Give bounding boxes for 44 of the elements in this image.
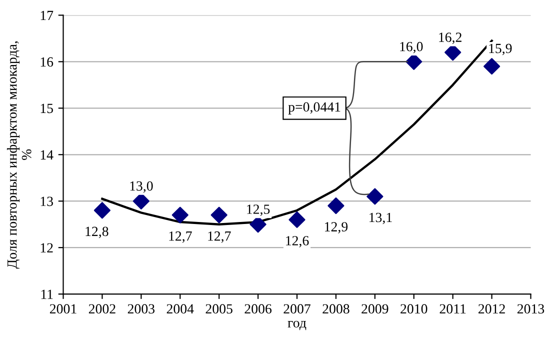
y-tick-label: 14	[40, 150, 54, 160]
x-tick-label: 2007	[284, 304, 310, 314]
data-label: 16,2	[439, 32, 462, 44]
data-label: 13,1	[370, 212, 392, 224]
x-tick-label: 2004	[166, 304, 194, 314]
point	[444, 44, 462, 61]
y-tick-label: 11	[41, 290, 53, 299]
data-label: 12,9	[325, 222, 348, 234]
point	[288, 211, 306, 228]
y-tick-label: 12	[40, 243, 53, 252]
data-label: 16,0	[400, 42, 423, 54]
y-tick-label: 16	[40, 57, 54, 67]
data-label: 12,7	[169, 231, 192, 243]
x-tick-label: 2013	[517, 304, 544, 314]
point	[210, 206, 228, 224]
x-tick-label: 2001	[50, 304, 76, 314]
data-label: 13,0	[130, 181, 153, 193]
x-tick-label: 2008	[322, 304, 350, 314]
x-tick-label: 2002	[88, 304, 116, 314]
y-tick-label: 17	[40, 10, 54, 20]
x-tick-label: 2003	[128, 304, 155, 314]
point	[328, 197, 344, 214]
x-tick-label: 2011	[440, 304, 466, 314]
data-label: 12,5	[247, 204, 270, 216]
x-axis-title: год	[288, 320, 306, 330]
y-axis-title: Доля повторных инфарктом миокарда, %	[6, 41, 32, 269]
x-tick-label: 2006	[244, 304, 272, 314]
x-tick-label: 2010	[400, 304, 428, 314]
data-label: 12,7	[208, 231, 231, 243]
y-tick-label: 15	[40, 104, 53, 114]
point	[132, 192, 150, 210]
annotation: p=0,0441	[288, 102, 340, 114]
point	[366, 188, 384, 205]
data-label: 12,6	[286, 236, 309, 248]
x-tick-label: 2009	[362, 304, 388, 314]
x-tick-label: 2005	[206, 304, 232, 314]
point	[250, 216, 266, 233]
data-label: 12,8	[86, 226, 108, 238]
point	[172, 206, 188, 224]
y-tick-label: 13	[40, 196, 53, 206]
point	[483, 58, 500, 75]
x-tick-label: 2012	[478, 304, 505, 314]
data-label: 15,9	[489, 44, 512, 56]
point	[94, 202, 111, 219]
